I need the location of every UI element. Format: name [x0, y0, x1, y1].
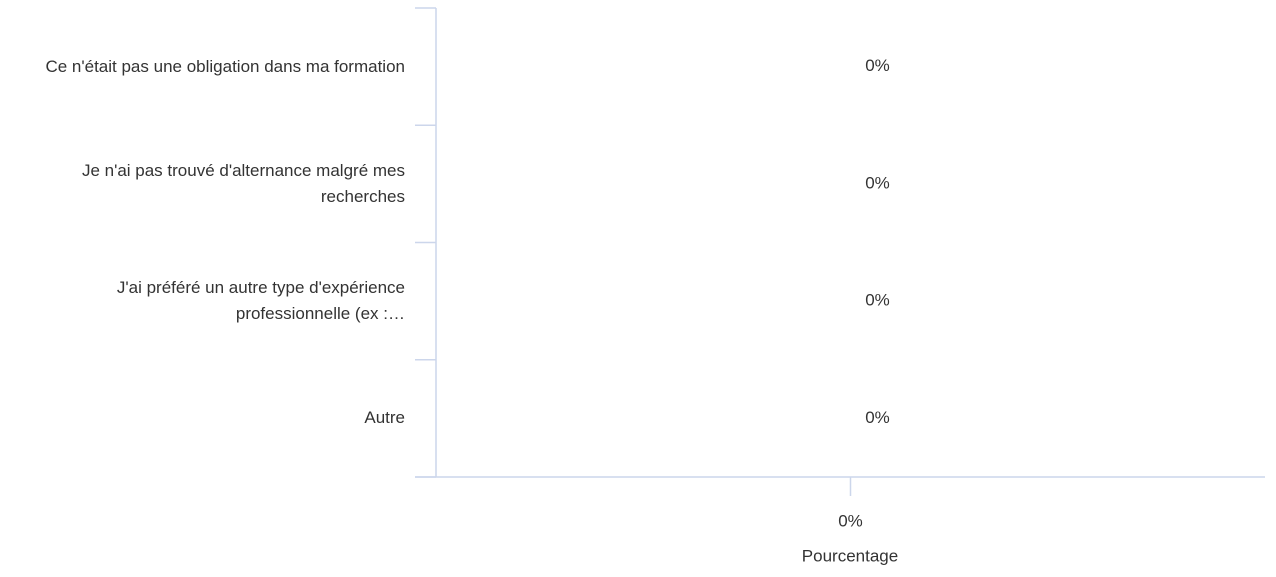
y-tick-label: Ce n'était pas une obligation dans ma fo…: [45, 56, 405, 76]
value-label: 0%: [865, 408, 890, 427]
y-tick-label: Je n'ai pas trouvé d'alternance malgré m…: [81, 160, 405, 206]
value-label: 0%: [865, 291, 890, 310]
y-tick-label: Autre: [364, 408, 405, 428]
x-tick-label: 0%: [838, 511, 863, 530]
y-tick-label: J'ai préféré un autre type d'expérience …: [116, 278, 405, 324]
x-axis-title: Pourcentage: [802, 546, 898, 565]
value-label: 0%: [865, 173, 890, 192]
value-label: 0%: [865, 56, 890, 75]
